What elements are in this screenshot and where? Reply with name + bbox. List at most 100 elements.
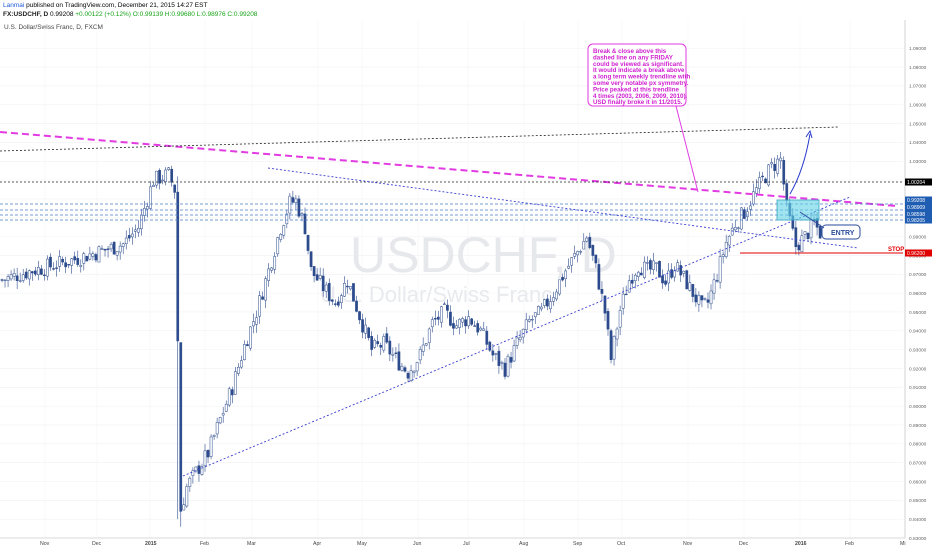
candle-body xyxy=(482,328,486,331)
candle-body xyxy=(764,178,767,184)
candle-body xyxy=(282,225,286,236)
candle-body xyxy=(440,306,443,323)
candle-body xyxy=(158,170,161,184)
candle-body xyxy=(179,342,183,512)
candle-body xyxy=(403,367,407,372)
candle-body xyxy=(479,327,483,331)
candle-body xyxy=(436,316,440,320)
candle-body xyxy=(685,270,689,290)
y-tick-label: 0.91000 xyxy=(909,385,927,391)
candle-body xyxy=(715,280,719,282)
note-line: 4 times (2003, 2006, 2009, 2010). xyxy=(593,93,688,100)
candle-body xyxy=(67,264,71,266)
candle-body xyxy=(276,237,280,255)
time-axis[interactable]: Nov Dec 2015 Feb Mar Apr May Jun Jul Aug Sep Oct Nov… xyxy=(40,541,905,547)
candle-body xyxy=(612,336,616,360)
candle-body xyxy=(37,267,40,276)
candle-body xyxy=(597,264,601,290)
candle-body xyxy=(79,265,83,267)
candle-body xyxy=(773,163,776,171)
y-tick-label: 0.86000 xyxy=(909,479,927,485)
y-tick-label: 0.94000 xyxy=(909,329,927,335)
candle-body xyxy=(40,268,43,275)
candle-body xyxy=(503,362,507,377)
candle-body xyxy=(794,227,798,248)
candle-body xyxy=(639,272,643,276)
watermark-symbol: USDCHF, D xyxy=(350,227,617,283)
candle-body xyxy=(85,256,89,262)
candle-body xyxy=(567,265,570,269)
candle-body xyxy=(585,237,589,242)
note-line: some very notable px symmetry. xyxy=(593,80,689,87)
candle-body xyxy=(27,270,31,280)
magenta-trendline xyxy=(0,131,897,207)
y-tick-label: 0.84000 xyxy=(909,517,927,523)
candle-body xyxy=(218,417,222,424)
candle-body xyxy=(758,177,761,189)
candle-body xyxy=(664,280,667,285)
price-tag-bg xyxy=(905,203,932,211)
candle-body xyxy=(561,276,564,281)
candle-body xyxy=(688,282,692,291)
candle-body xyxy=(679,265,683,276)
candle-body xyxy=(739,207,743,230)
price-tag-bg xyxy=(905,249,932,257)
candle-body xyxy=(315,274,319,281)
candle-body xyxy=(118,245,122,253)
candle-body xyxy=(682,270,686,274)
candle-body xyxy=(200,466,204,475)
candle-body xyxy=(709,290,713,305)
candle-body xyxy=(697,295,701,305)
entry-zone xyxy=(776,199,820,221)
candle-body xyxy=(506,355,510,377)
x-tick-label: Nov xyxy=(683,541,693,547)
candle-body xyxy=(15,275,19,281)
candle-body xyxy=(352,283,355,302)
candle-body xyxy=(261,296,264,300)
candle-body xyxy=(412,370,416,373)
candle-body xyxy=(55,267,58,269)
candle-body xyxy=(730,227,734,236)
stop-label: STOP xyxy=(888,247,904,253)
author-link[interactable]: Lanmai xyxy=(3,2,25,9)
candle-body xyxy=(718,256,722,283)
candle-body xyxy=(112,241,116,255)
x-tick-label: Oct xyxy=(617,541,626,547)
candle-body xyxy=(755,187,758,194)
candle-body xyxy=(655,262,658,264)
candle-body xyxy=(164,169,167,183)
price-tag-text: 0.96200 xyxy=(907,251,925,257)
candle-body xyxy=(776,158,780,174)
x-tick-label: Feb xyxy=(845,541,854,547)
price-tag-bg xyxy=(905,178,932,186)
candle-body xyxy=(373,340,377,348)
candle-body xyxy=(539,306,543,310)
candle-body xyxy=(533,312,537,318)
candle-body xyxy=(306,234,310,251)
candle-body xyxy=(461,318,464,323)
candle-body xyxy=(91,253,95,257)
candle-body xyxy=(252,321,255,327)
candle-body xyxy=(558,279,561,295)
x-tick-label: Aug xyxy=(519,541,528,547)
candle-body xyxy=(100,248,104,250)
candle-body xyxy=(552,297,555,302)
candle-body xyxy=(646,262,649,264)
candle-body xyxy=(491,350,495,356)
candle-body xyxy=(527,319,531,322)
candle-body xyxy=(124,237,128,244)
candle-body xyxy=(818,226,822,239)
candle-body xyxy=(806,232,810,240)
candle-body xyxy=(143,208,146,216)
candle-body xyxy=(97,246,101,263)
candle-body xyxy=(12,273,16,277)
candle-body xyxy=(285,213,289,225)
candle-body xyxy=(449,311,452,326)
candle-body xyxy=(421,344,425,352)
target-arrow xyxy=(789,133,811,195)
drawing-lines xyxy=(0,126,903,477)
candle-body xyxy=(618,310,622,328)
candle-body xyxy=(152,184,155,187)
candle-body xyxy=(752,191,755,205)
